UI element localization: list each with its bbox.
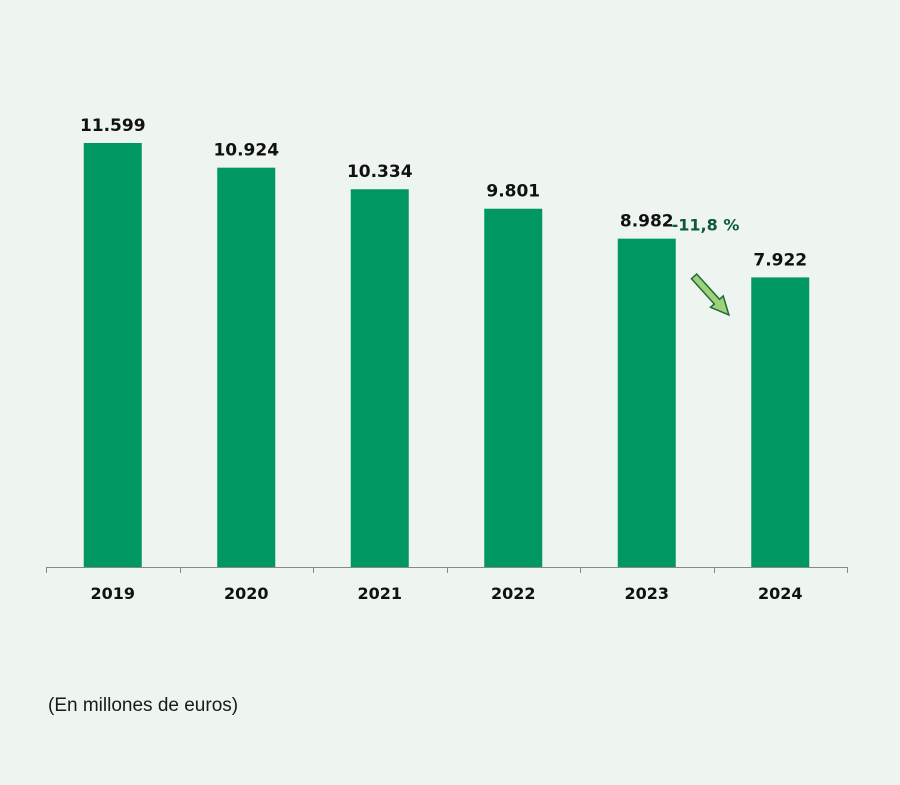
bar-2024 <box>751 277 810 567</box>
bar-2022 <box>484 208 543 568</box>
x-tick-label: 2019 <box>90 584 135 603</box>
bar-value-label: 10.334 <box>347 162 413 182</box>
bar-2019 <box>83 143 142 567</box>
down-right-arrow-icon <box>690 272 731 317</box>
x-tick-label: 2024 <box>758 584 803 603</box>
bar-value-label: 8.982 <box>620 212 674 232</box>
bar-value-label: 9.801 <box>486 182 540 202</box>
change-percent-label: -11,8 % <box>672 216 740 235</box>
bar-2021 <box>350 189 409 567</box>
bar-value-label: 10.924 <box>213 141 279 161</box>
units-note: (En millones de euros) <box>48 695 239 716</box>
x-tick-label: 2020 <box>224 584 269 603</box>
bar-2020 <box>217 167 276 567</box>
bar-2023 <box>617 238 676 567</box>
bar-value-label: 11.599 <box>80 116 146 136</box>
x-tick-label: 2023 <box>624 584 669 603</box>
x-tick-label: 2022 <box>491 584 536 603</box>
bar-value-label: 7.922 <box>753 250 807 270</box>
x-tick-label: 2021 <box>357 584 402 603</box>
